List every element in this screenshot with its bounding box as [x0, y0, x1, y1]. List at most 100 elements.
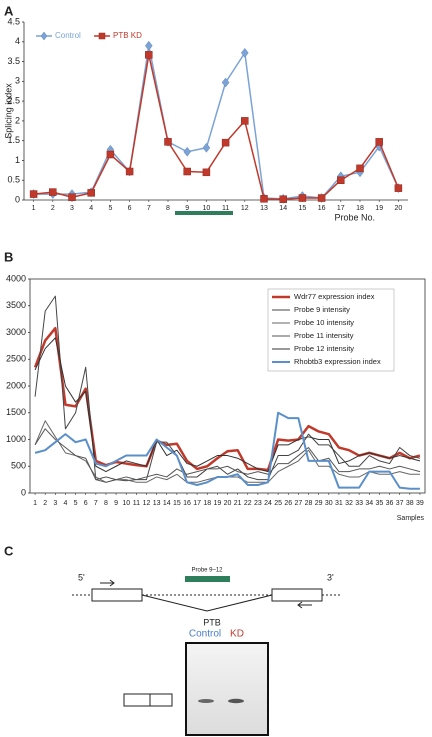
x-tick-label: 21 — [234, 500, 242, 507]
y-tick-label: 3000 — [6, 327, 26, 337]
marker — [29, 190, 38, 198]
panel-label: B — [4, 249, 13, 264]
marker — [68, 193, 76, 201]
x-tick-label: 10 — [203, 205, 211, 212]
marker — [202, 142, 211, 153]
y-tick-label: 0.5 — [7, 175, 20, 185]
x-tick-label: 23 — [254, 500, 262, 507]
x-tick-label: 5 — [108, 205, 112, 212]
y-tick-label: 1.5 — [7, 135, 20, 145]
y-tick-label: 4000 — [6, 273, 26, 283]
x-tick-label: 3 — [70, 205, 74, 212]
lane-label: Control — [189, 629, 221, 640]
y-tick-label: 500 — [11, 461, 26, 471]
gel — [185, 642, 269, 736]
x-tick-label: 4 — [89, 205, 93, 212]
x-tick-label: 18 — [203, 500, 211, 507]
primer-arrow — [109, 579, 115, 587]
legend-label: Probe 9 intensity — [294, 305, 350, 314]
x-tick-label: 31 — [335, 500, 343, 507]
series-line — [34, 428, 421, 483]
y-tick-label: 1500 — [6, 407, 26, 417]
x-tick-label: 14 — [279, 205, 287, 212]
legend-label: Probe 11 intensity — [294, 331, 354, 340]
y-tick-label: 1000 — [6, 434, 26, 444]
x-tick-label: 17 — [337, 205, 345, 212]
exon — [271, 588, 323, 602]
x-tick-label: 29 — [315, 500, 323, 507]
gel-band — [228, 698, 244, 704]
legend-label: Probe 12 intensity — [294, 344, 354, 353]
gene-diagram — [72, 576, 342, 612]
y-tick-label: 2 — [15, 115, 20, 125]
x-tick-label: 6 — [84, 500, 88, 507]
x-tick-label: 8 — [166, 205, 170, 212]
x-tick-label: 25 — [274, 500, 282, 507]
y-tick-label: 0 — [15, 194, 20, 204]
marker — [240, 47, 249, 58]
x-tick-label: 10 — [122, 500, 130, 507]
marker — [40, 31, 48, 41]
x-axis-title: Probe No. — [334, 212, 375, 222]
y-tick-label: 0 — [21, 487, 26, 497]
exon — [91, 588, 143, 602]
marker — [144, 40, 153, 51]
x-tick-label: 12 — [241, 205, 249, 212]
lane-label: KD — [230, 629, 244, 640]
x-tick-label: 30 — [325, 500, 333, 507]
marker — [145, 51, 153, 59]
marker — [125, 167, 134, 176]
marker — [394, 184, 403, 192]
marker — [221, 77, 230, 88]
x-tick-label: 9 — [185, 205, 189, 212]
marker — [183, 146, 192, 157]
x-tick-label: 37 — [396, 500, 404, 507]
y-tick-label: 2.5 — [7, 95, 20, 105]
protein-label: PTB — [203, 617, 221, 627]
y-tick-label: 2000 — [6, 380, 26, 390]
x-tick-label: 32 — [345, 500, 353, 507]
x-tick-label: 11 — [133, 500, 140, 507]
marker — [87, 189, 95, 197]
marker — [317, 194, 326, 202]
x-tick-label: 12 — [143, 500, 151, 507]
x-tick-label: 20 — [395, 205, 403, 212]
y-tick-label: 3500 — [6, 300, 26, 310]
x-tick-label: 2 — [43, 500, 47, 507]
x-tick-label: 39 — [416, 500, 424, 507]
x-tick-label: 11 — [222, 205, 229, 212]
product-box — [123, 693, 173, 707]
three-prime: 3' — [327, 572, 334, 582]
legend-label: PTB KD — [113, 31, 142, 40]
x-tick-label: 16 — [318, 205, 326, 212]
marker — [298, 194, 307, 202]
marker — [183, 167, 191, 176]
panel-label: A — [4, 3, 14, 18]
panel-label: C — [4, 543, 14, 558]
x-tick-label: 24 — [264, 500, 272, 507]
marker — [202, 168, 211, 177]
x-tick-label: 18 — [356, 205, 364, 212]
x-tick-label: 28 — [305, 500, 313, 507]
marker — [337, 176, 345, 184]
legend-box — [267, 288, 395, 372]
probe-bar — [185, 576, 230, 582]
x-tick-label: 4 — [63, 500, 67, 507]
series-line — [33, 326, 421, 472]
marker — [241, 117, 249, 125]
x-tick-label: 19 — [213, 500, 221, 507]
marker — [164, 138, 172, 146]
five-prime: 5' — [78, 572, 85, 582]
x-tick-label: 20 — [224, 500, 232, 507]
marker — [356, 164, 364, 173]
x-tick-label: 6 — [128, 205, 132, 212]
y-tick-label: 1 — [15, 155, 20, 165]
marker — [260, 195, 268, 203]
x-tick-label: 19 — [375, 205, 383, 212]
x-tick-label: 22 — [244, 500, 252, 507]
x-tick-label: 13 — [260, 205, 268, 212]
x-tick-label: 1 — [32, 205, 36, 212]
x-tick-label: 26 — [284, 500, 292, 507]
x-tick-label: 7 — [94, 500, 98, 507]
x-tick-label: 15 — [173, 500, 181, 507]
